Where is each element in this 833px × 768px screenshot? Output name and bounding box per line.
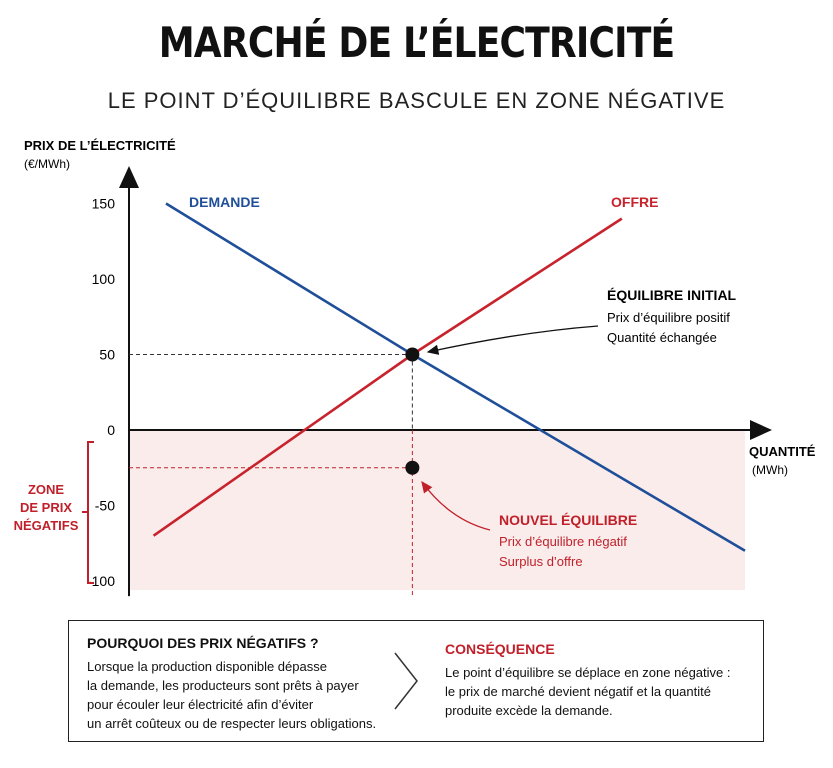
annotation-new-arrow: [421, 480, 491, 531]
negative-zone-label-line3: NÉGATIFS: [14, 518, 79, 533]
y-tick-label: 150: [92, 196, 116, 212]
annotation-initial-line1: Prix d’équilibre positif: [607, 310, 730, 325]
series-label-demand: DEMANDE: [189, 194, 260, 210]
consequence-section: CONSÉQUENCE Le point d’équilibre se dépl…: [445, 641, 755, 720]
why-negative-line: un arrêt coûteux ou de respecter leurs o…: [87, 716, 377, 731]
negative-zone-label: ZONE DE PRIX NÉGATIFS: [14, 441, 94, 584]
why-negative-line: Lorsque la production disponible dépasse: [87, 659, 327, 674]
y-tick-label: 0: [107, 422, 115, 438]
x-axis-label: QUANTITÉ: [749, 444, 816, 459]
series-label-supply: OFFRE: [611, 194, 658, 210]
negative-zone-bracket: [82, 441, 94, 584]
y-tick-label: 100: [92, 271, 116, 287]
annotation-new-title: NOUVEL ÉQUILIBRE: [499, 512, 637, 528]
y-axis-unit: (€/MWh): [24, 157, 70, 171]
negative-zone-label-line2: DE PRIX: [20, 500, 72, 515]
chevron-right-icon: [394, 652, 418, 710]
annotation-new-line2: Surplus d’offre: [499, 554, 583, 569]
y-tick-label: -50: [95, 498, 115, 514]
annotation-initial-title: ÉQUILIBRE INITIAL: [607, 287, 737, 303]
new-equilibrium-point: [405, 460, 420, 475]
y-axis-label: PRIX DE L’ÉLECTRICITÉ: [24, 138, 176, 153]
consequence-line: le prix de marché devient négatif et la …: [445, 684, 711, 699]
why-negative-line: la demande, les producteurs sont prêts à…: [87, 678, 359, 693]
why-negative-title: POURQUOI DES PRIX NÉGATIFS ?: [87, 635, 319, 651]
chart-title: MARCHÉ DE L’ÉLECTRICITÉ: [158, 18, 675, 67]
why-negative-line: pour écouler leur électricité afin d’évi…: [87, 697, 314, 712]
annotation-new-line1: Prix d’équilibre négatif: [499, 534, 627, 549]
chart-canvas: PRIX DE L’ÉLECTRICITÉ (€/MWh) QUANTITÉ (…: [14, 138, 816, 597]
consequence-line: produite excède la demande.: [445, 703, 613, 718]
initial-equilibrium-point: [405, 347, 420, 362]
x-axis-unit: (MWh): [752, 463, 788, 477]
consequence-title: CONSÉQUENCE: [445, 641, 555, 657]
negative-zone-label-line1: ZONE: [28, 482, 64, 497]
chart-subtitle: LE POINT D’ÉQUILIBRE BASCULE EN ZONE NÉG…: [107, 88, 726, 113]
annotation-initial-line2: Quantité échangée: [607, 330, 717, 345]
why-negative-section: POURQUOI DES PRIX NÉGATIFS ? Lorsque la …: [87, 635, 397, 733]
y-tick-label: 50: [99, 347, 115, 363]
annotation-new-equilibrium: NOUVEL ÉQUILIBRE Prix d’équilibre négati…: [421, 480, 637, 569]
annotation-initial-arrow: [426, 325, 599, 355]
negative-price-zone: [129, 430, 745, 591]
y-tick-label: -100: [87, 573, 115, 589]
annotation-initial-equilibrium: ÉQUILIBRE INITIAL Prix d’équilibre posit…: [426, 287, 737, 355]
explanation-box: POURQUOI DES PRIX NÉGATIFS ? Lorsque la …: [68, 620, 764, 742]
consequence-line: Le point d’équilibre se déplace en zone …: [445, 665, 731, 680]
